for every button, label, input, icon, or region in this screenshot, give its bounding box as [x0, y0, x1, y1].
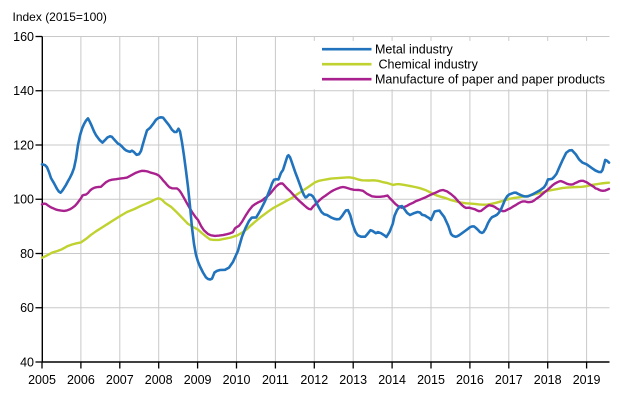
svg-text:2011: 2011: [262, 373, 289, 387]
svg-text:2013: 2013: [339, 373, 367, 387]
svg-text:2018: 2018: [534, 373, 562, 387]
svg-text:Manufacture of paper and paper: Manufacture of paper and paper products: [375, 72, 605, 86]
svg-text:160: 160: [13, 30, 34, 44]
svg-text:60: 60: [20, 301, 34, 315]
svg-text:Index (2015=100): Index (2015=100): [13, 10, 107, 24]
svg-text:2017: 2017: [495, 373, 523, 387]
svg-text:2016: 2016: [456, 373, 484, 387]
svg-text:2009: 2009: [184, 373, 212, 387]
svg-text:100: 100: [13, 193, 34, 207]
svg-text:Chemical industry: Chemical industry: [379, 57, 479, 71]
svg-text:2019: 2019: [573, 373, 601, 387]
svg-text:120: 120: [13, 138, 34, 152]
svg-text:2005: 2005: [28, 373, 56, 387]
svg-text:2012: 2012: [300, 373, 328, 387]
svg-text:2010: 2010: [223, 373, 251, 387]
svg-text:2014: 2014: [378, 373, 406, 387]
svg-text:2008: 2008: [145, 373, 173, 387]
svg-text:140: 140: [13, 84, 34, 98]
svg-text:2007: 2007: [106, 373, 134, 387]
svg-text:80: 80: [20, 247, 34, 261]
svg-text:40: 40: [20, 355, 34, 369]
svg-text:2015: 2015: [417, 373, 445, 387]
svg-text:2006: 2006: [67, 373, 95, 387]
svg-text:Metal industry: Metal industry: [375, 42, 454, 56]
